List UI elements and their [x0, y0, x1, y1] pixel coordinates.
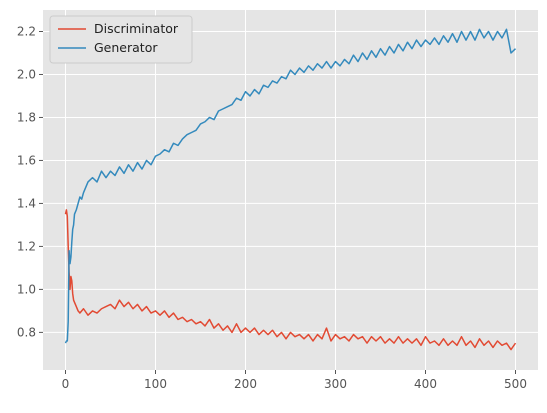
legend-label-generator: Generator [94, 40, 158, 55]
grid [43, 10, 538, 370]
y-tick-label: 1.6 [17, 153, 36, 167]
series-line-discriminator [64, 209, 517, 351]
plot-area [43, 10, 538, 370]
y-tick-label: 1.8 [17, 110, 36, 124]
legend-label-discriminator: Discriminator [94, 21, 179, 36]
legend: Discriminator Generator [49, 15, 193, 64]
x-tick-label: 100 [144, 377, 167, 391]
y-tick-label: 1.0 [17, 282, 36, 296]
y-tick-label: 2.2 [17, 24, 36, 38]
y-tick-label: 0.8 [17, 325, 36, 339]
y-tick-label: 1.2 [17, 239, 36, 253]
y-tick-label: 1.4 [17, 196, 36, 210]
legend-box [49, 15, 193, 64]
x-tick-label: 0 [62, 377, 70, 391]
x-tick-label: 300 [324, 377, 347, 391]
x-tick-label: 500 [504, 377, 527, 391]
tick-layer: 0 100 200 300 400 500 0.8 1.0 1.2 1.4 1.6 1.8 2.0 2.2 [17, 24, 527, 391]
x-tick-label: 400 [414, 377, 437, 391]
y-tick-label: 2.0 [17, 67, 36, 81]
series-layer [64, 28, 517, 351]
x-tick-label: 200 [234, 377, 257, 391]
series-line-generator [64, 28, 517, 344]
